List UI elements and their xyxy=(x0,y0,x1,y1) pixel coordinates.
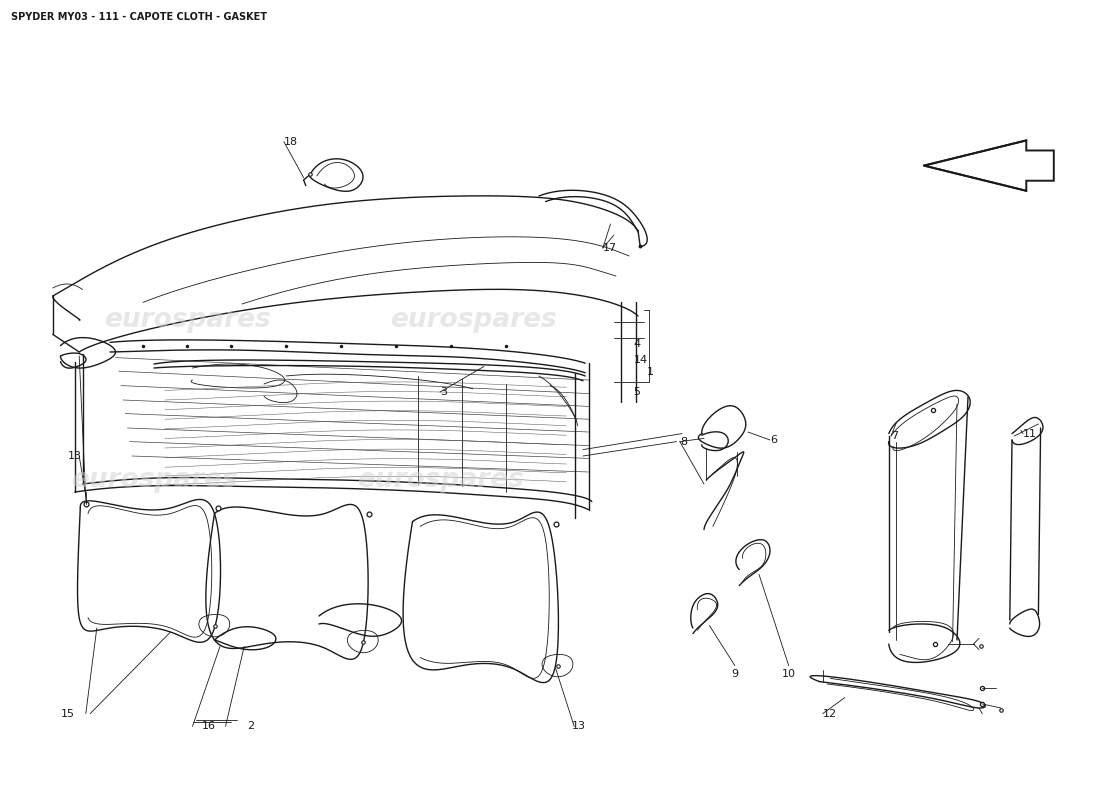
Text: SPYDER MY03 - 111 - CAPOTE CLOTH - GASKET: SPYDER MY03 - 111 - CAPOTE CLOTH - GASKE… xyxy=(11,12,267,22)
Text: 17: 17 xyxy=(603,243,617,253)
Text: 16: 16 xyxy=(202,722,216,731)
Text: 9: 9 xyxy=(732,669,738,678)
Text: 4: 4 xyxy=(634,339,640,349)
Text: eurospares: eurospares xyxy=(356,467,524,493)
Text: 2: 2 xyxy=(248,722,254,731)
Text: 13: 13 xyxy=(572,722,586,731)
Text: 11: 11 xyxy=(1023,429,1037,438)
Text: 6: 6 xyxy=(770,435,777,445)
Text: 5: 5 xyxy=(634,387,640,397)
Text: eurospares: eurospares xyxy=(70,467,238,493)
Text: 18: 18 xyxy=(284,137,298,146)
Text: 1: 1 xyxy=(647,367,653,377)
Text: 13: 13 xyxy=(68,451,82,461)
Text: eurospares: eurospares xyxy=(389,307,557,333)
Text: 7: 7 xyxy=(891,431,898,441)
Text: 14: 14 xyxy=(634,355,648,365)
Text: 12: 12 xyxy=(823,709,837,718)
Text: eurospares: eurospares xyxy=(103,307,271,333)
Text: 8: 8 xyxy=(680,437,686,446)
Text: 15: 15 xyxy=(60,709,75,718)
Text: 10: 10 xyxy=(782,669,795,678)
Text: 3: 3 xyxy=(440,387,447,397)
